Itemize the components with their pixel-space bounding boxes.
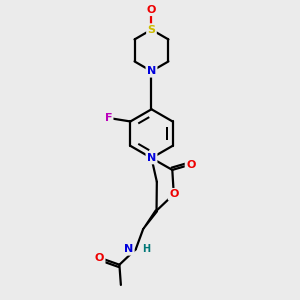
Text: O: O [186, 160, 195, 170]
Polygon shape [143, 210, 158, 229]
Text: O: O [147, 5, 156, 15]
Text: N: N [147, 66, 156, 76]
Text: N: N [147, 153, 156, 163]
Text: H: H [142, 244, 150, 254]
Text: F: F [105, 113, 112, 124]
Text: O: O [95, 253, 104, 263]
Text: S: S [148, 25, 155, 34]
Text: O: O [169, 189, 178, 199]
Text: N: N [124, 244, 134, 254]
